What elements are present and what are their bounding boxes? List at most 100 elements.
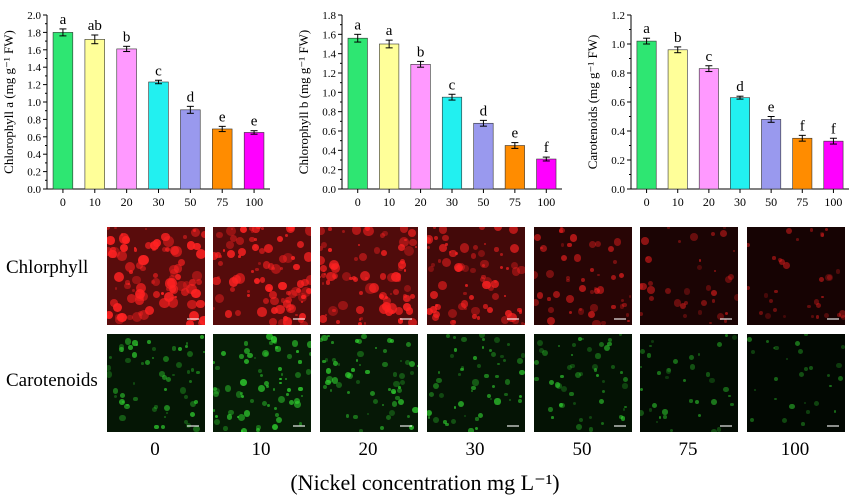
fluorescence-spot xyxy=(414,245,418,249)
fluorescence-spot xyxy=(815,315,820,319)
fluorescence-spot xyxy=(480,259,489,268)
fluorescence-spot xyxy=(301,294,306,299)
fluorescence-spot xyxy=(164,247,170,253)
fluorescence-spot xyxy=(408,228,417,237)
fluorescence-spot xyxy=(185,319,195,325)
fluorescence-spot xyxy=(113,227,117,230)
fluorescence-spot xyxy=(560,227,563,230)
fluorescence-spot xyxy=(298,316,304,323)
fluorescence-spot xyxy=(331,377,338,384)
fluorescence-spot xyxy=(306,287,311,294)
fluorescence-spot xyxy=(622,383,628,389)
fluorescence-spot xyxy=(391,389,396,394)
fluorescence-spot xyxy=(321,334,328,342)
fluorescence-spot xyxy=(237,414,245,422)
fluorescence-spot xyxy=(107,227,111,231)
x-tick-label: 20 xyxy=(415,195,427,209)
fluorescence-spot xyxy=(567,242,572,248)
fluorescence-spot xyxy=(774,345,779,350)
fluorescence-spot xyxy=(333,360,338,366)
fluorescence-spot xyxy=(248,227,254,231)
fluorescence-spot xyxy=(151,279,155,284)
fluorescence-spot xyxy=(517,399,522,403)
fluorescence-spot xyxy=(517,265,525,275)
fluorescence-spot xyxy=(331,263,338,270)
fluorescence-spot xyxy=(430,306,437,313)
fluorescence-spot xyxy=(308,351,311,356)
fluorescence-spot xyxy=(284,234,288,238)
fluorescence-spot xyxy=(536,340,543,347)
fluorescence-spot xyxy=(165,411,169,415)
fluorescence-spot xyxy=(369,390,375,396)
y-tick-label: 0.8 xyxy=(322,107,336,119)
fluorescence-spot xyxy=(659,416,662,419)
y-tick-label: 1.0 xyxy=(322,87,336,99)
fluorescence-spot xyxy=(133,248,138,252)
fluorescence-spot xyxy=(214,293,224,303)
fluorescence-spot xyxy=(806,304,811,309)
fluorescence-spot xyxy=(591,364,598,371)
fluorescence-spot xyxy=(484,373,489,379)
fluorescence-spot xyxy=(399,379,405,386)
fluorescence-spot xyxy=(108,249,118,259)
bar-10 xyxy=(379,43,400,190)
fluorescence-spot xyxy=(578,307,582,311)
fluorescence-spot xyxy=(124,282,131,290)
fluorescence-spot xyxy=(324,358,329,362)
y-tick-label: 1.4 xyxy=(322,49,336,61)
fluorescence-spot xyxy=(595,353,601,359)
fluorescence-spot xyxy=(404,238,407,242)
bar-20 xyxy=(698,68,719,190)
fluorescence-spot xyxy=(453,406,457,409)
fluorescence-spot xyxy=(716,427,722,432)
fluorescence-spot xyxy=(213,307,215,311)
fluorescence-spot xyxy=(547,297,551,301)
scale-bar xyxy=(293,425,305,427)
fluorescence-spot xyxy=(166,248,169,251)
fluorescence-spot xyxy=(138,291,149,302)
fluorescence-spot xyxy=(504,379,511,385)
footer-axis-label: (Nickel concentration mg L⁻¹) xyxy=(290,470,560,495)
fluorescence-spot xyxy=(473,356,477,361)
fluorescence-spot xyxy=(274,304,285,315)
bar-50 xyxy=(180,109,201,190)
fluorescence-spot xyxy=(447,308,458,319)
fluorescence-spot xyxy=(764,312,771,319)
fluorescence-spot xyxy=(796,238,800,241)
fluorescence-spot xyxy=(518,309,523,314)
fluorescence-spot xyxy=(200,230,205,238)
fluorescence-spot xyxy=(286,388,291,393)
bar-10 xyxy=(84,39,105,190)
fluorescence-spot xyxy=(256,425,261,431)
bar-20 xyxy=(116,48,137,190)
fluorescence-spot xyxy=(238,255,242,259)
fluorescence-spot xyxy=(375,346,378,350)
x-tick-label: 50 xyxy=(184,195,196,209)
fluorescence-spot xyxy=(825,227,828,231)
scale-bar xyxy=(187,425,199,427)
fluorescence-spot xyxy=(618,273,624,279)
fluorescence-spot xyxy=(161,424,166,429)
micrograph-carotenoids-75 xyxy=(640,334,738,432)
fluorescence-spot xyxy=(295,313,299,317)
fluorescence-spot xyxy=(490,280,500,289)
fluorescence-spot xyxy=(261,400,267,406)
fluorescence-spot xyxy=(475,417,479,421)
fluorescence-spot xyxy=(587,310,596,319)
fluorescence-spot xyxy=(291,286,301,297)
fluorescence-spot xyxy=(381,403,385,406)
fluorescence-spot xyxy=(759,310,764,315)
fluorescence-spot xyxy=(392,390,396,394)
fluorescence-spot xyxy=(180,287,189,296)
fluorescence-spot xyxy=(431,314,439,322)
fluorescence-spot xyxy=(683,288,691,295)
fluorescence-spot xyxy=(599,341,605,348)
fluorescence-spot xyxy=(392,288,399,295)
fluorescence-spot xyxy=(161,374,167,380)
fluorescence-spot xyxy=(363,227,374,236)
fluorescence-spot xyxy=(225,241,234,249)
bar-20 xyxy=(410,64,431,190)
fluorescence-spot xyxy=(778,259,785,266)
fluorescence-spot xyxy=(381,302,390,311)
fluorescence-spot xyxy=(176,280,187,292)
